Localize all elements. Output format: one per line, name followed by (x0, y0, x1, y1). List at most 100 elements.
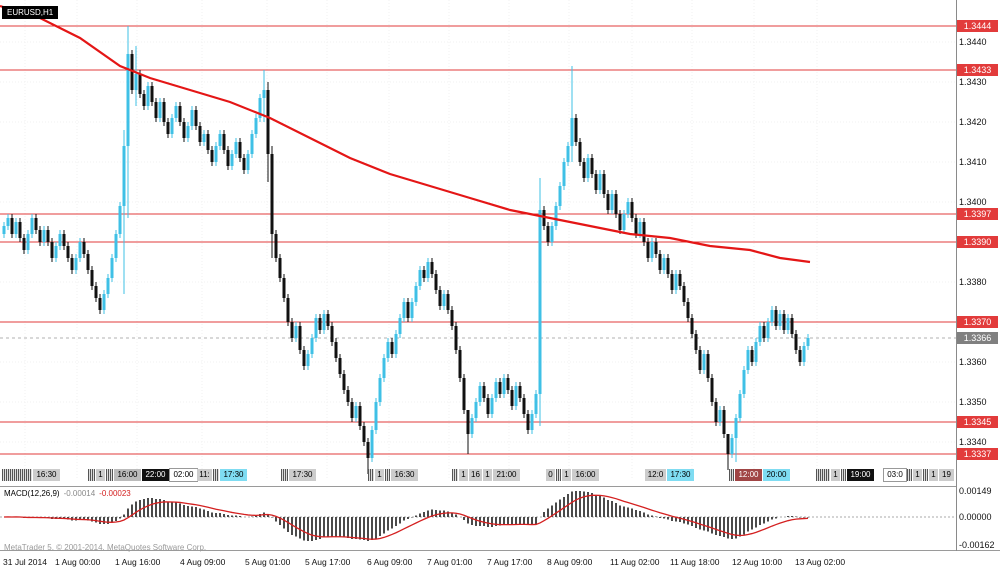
macd-panel[interactable] (0, 487, 956, 549)
time-chip[interactable]: 1 (96, 469, 105, 481)
time-chip[interactable]: 17:30 (667, 469, 694, 481)
macd-axis-label: -0.00162 (959, 540, 995, 551)
candle-body (806, 338, 810, 346)
time-label: 11 Aug 02:00 (610, 557, 660, 567)
stripe-block (281, 469, 288, 481)
time-chip[interactable]: 12:00 (735, 469, 762, 481)
macd-indicator-plot[interactable] (0, 487, 956, 549)
price-grid-label: 1.3380 (959, 277, 987, 287)
price-level-label[interactable]: 1.3370 (957, 316, 998, 328)
candle-body (602, 174, 606, 194)
candle-body (546, 226, 550, 242)
price-level-label[interactable]: 1.3444 (957, 20, 998, 32)
chart-area[interactable] (0, 0, 956, 486)
price-level-label[interactable]: 1.3345 (957, 416, 998, 428)
candle-body (574, 118, 578, 142)
time-chip[interactable]: 19:00 (847, 469, 874, 481)
candle-body (490, 398, 494, 414)
price-level-label[interactable]: 1.3433 (957, 64, 998, 76)
candlestick-chart[interactable] (0, 0, 956, 486)
time-label: 4 Aug 09:00 (180, 557, 226, 567)
time-chip[interactable]: 16:00 (114, 469, 141, 481)
candle-body (770, 310, 774, 322)
time-chip[interactable]: 1 (375, 469, 384, 481)
candle-body (590, 158, 594, 174)
candle-body (262, 90, 266, 98)
time-chip[interactable]: 11: (197, 469, 212, 481)
candle-body (370, 430, 374, 458)
time-chip[interactable]: 16 (469, 469, 482, 481)
time-label: 11 Aug 18:00 (670, 557, 720, 567)
time-chip[interactable]: 22:00 (142, 469, 169, 481)
candle-body (430, 262, 434, 274)
price-level-label[interactable]: 1.3337 (957, 448, 998, 460)
time-chip[interactable]: 19 (939, 469, 954, 481)
stripe-block (923, 469, 928, 481)
time-chip[interactable]: 1 (929, 469, 938, 481)
candle-body (258, 98, 262, 118)
candle-body (178, 106, 182, 122)
candle-body (502, 378, 506, 394)
candle-body (34, 218, 38, 230)
time-chip[interactable]: 12:0 (645, 469, 666, 481)
candle-body (106, 278, 110, 294)
candle-body (434, 274, 438, 290)
time-chip[interactable]: 1 (459, 469, 468, 481)
candle-body (782, 314, 786, 330)
candle-body (382, 358, 386, 378)
candle-body (110, 258, 114, 278)
candle-body (714, 402, 718, 422)
time-axis[interactable]: 31 Jul 2014 1 Aug 00:00 1 Aug 16:00 4 Aug 0… (0, 551, 1000, 574)
candle-body (726, 434, 730, 454)
time-chip[interactable]: 17:30 (289, 469, 316, 481)
price-axis[interactable]: 1.3444 1.3433 1.3397 1.3390 1.3370 1.3345 1.33… (957, 0, 1000, 550)
candle-body (786, 318, 790, 330)
time-chip[interactable]: 1 (562, 469, 571, 481)
time-label: 31 Jul 2014 (3, 557, 47, 567)
candle-body (274, 234, 278, 258)
candle-body (486, 398, 490, 414)
candle-body (614, 194, 618, 214)
time-chip[interactable]: 16:30 (391, 469, 418, 481)
time-axis-separator (0, 550, 1000, 551)
candle-body (54, 246, 58, 258)
candle-body (746, 350, 750, 370)
price-grid-label: 1.3350 (959, 397, 987, 407)
moving-average-line[interactable] (0, 4, 811, 264)
stripe-block (841, 469, 846, 481)
candle-body (210, 150, 214, 162)
candle-body (682, 286, 686, 302)
stripe-block (88, 469, 95, 481)
candle-body (414, 286, 418, 302)
time-label: 5 Aug 17:00 (305, 557, 351, 567)
time-chip[interactable]: 1 (831, 469, 840, 481)
time-chip[interactable]: 1 (913, 469, 922, 481)
macd-value-main: -0.00014 (63, 489, 96, 498)
price-level-label[interactable]: 1.3397 (957, 208, 998, 220)
candle-body (342, 374, 346, 390)
candle-body (578, 142, 582, 162)
candle-body (254, 118, 258, 134)
symbol-timeframe-label: EURUSD,H1 (2, 6, 59, 19)
candle-body (114, 234, 118, 258)
time-chip[interactable]: 21:00 (493, 469, 520, 481)
panel-separator[interactable] (0, 486, 1000, 487)
candle-body (242, 158, 246, 170)
time-chip[interactable]: 20:00 (763, 469, 790, 481)
time-chip[interactable]: 16:00 (572, 469, 599, 481)
price-grid-label: 1.3360 (959, 357, 987, 367)
candle-body (406, 302, 410, 318)
time-chip[interactable]: 1 (483, 469, 492, 481)
time-chip[interactable]: 16:30 (33, 469, 60, 481)
candle-body (218, 134, 222, 146)
price-level-label[interactable]: 1.3390 (957, 236, 998, 248)
time-chip[interactable]: 0 (546, 469, 555, 481)
stripe-block (213, 469, 219, 481)
time-chip[interactable]: 03:0 (883, 468, 907, 482)
candle-body (706, 354, 710, 378)
candle-body (350, 402, 354, 418)
time-chip[interactable]: 17:30 (220, 469, 247, 481)
candle-body (462, 378, 466, 410)
time-chip[interactable]: 02:00 (169, 468, 198, 482)
price-grid-label: 1.3430 (959, 77, 987, 87)
